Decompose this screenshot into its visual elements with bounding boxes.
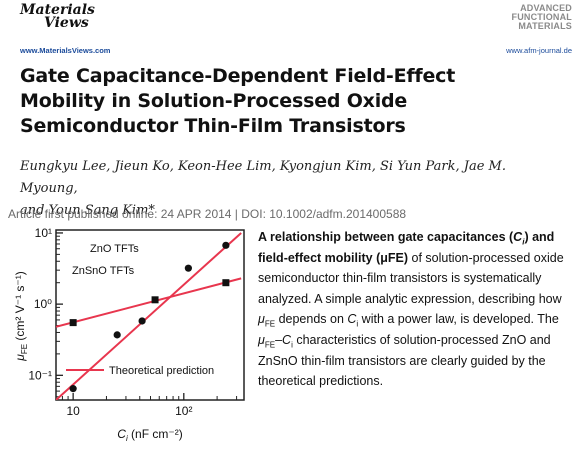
x-tick-label: 10² xyxy=(175,404,192,418)
afm-logo-line2: FUNCTIONAL xyxy=(511,12,572,22)
logo-text-line2: Views xyxy=(44,15,89,31)
series-label-zno: ZnO TFTs xyxy=(90,243,139,255)
logo-text-line1: Materials xyxy=(20,2,95,18)
afm-journal-url[interactable]: www.afm-journal.de xyxy=(506,46,572,55)
toc-figure: 10 10² 10⁻¹ 10⁰ 10¹ ZnO TFTs ZnSnO TFTs Theo… xyxy=(8,224,250,446)
materials-views-url[interactable]: www.MaterialsViews.com xyxy=(20,46,111,55)
y-axis-label: μFE (cm² V⁻¹ s⁻¹) xyxy=(13,271,29,361)
series-label-znsno: ZnSnO TFTs xyxy=(72,265,135,277)
x-tick-label: 10 xyxy=(66,404,80,418)
znsno-data-point xyxy=(69,319,77,327)
znsno-data-point xyxy=(222,279,230,287)
afm-journal-logo[interactable]: ADVANCED FUNCTIONAL MATERIALS www.afm-jo… xyxy=(472,3,572,56)
y-tick-label: 10⁰ xyxy=(34,297,52,311)
afm-logo-line3: MATERIALS xyxy=(518,21,572,31)
authors-line-2: and Youn Sang Kim* xyxy=(20,203,155,218)
theory-line xyxy=(56,232,242,400)
y-tick-label: 10⁻¹ xyxy=(28,368,52,382)
zno-data-point xyxy=(222,241,230,249)
zno-data-point xyxy=(69,385,77,393)
theory-lines xyxy=(56,232,242,400)
znsno-data-point xyxy=(151,296,159,304)
zno-data-point xyxy=(184,264,192,272)
legend-label: Theoretical prediction xyxy=(109,365,214,377)
y-tick-label: 10¹ xyxy=(35,226,52,240)
publication-info: Article first published online: 24 APR 2… xyxy=(8,207,407,221)
theory-line xyxy=(56,277,242,328)
mobility-capacitance-chart: 10 10² 10⁻¹ 10⁰ 10¹ ZnO TFTs ZnSnO TFTs Theo… xyxy=(13,226,245,443)
abstract-text: A relationship between gate capacitances… xyxy=(258,230,564,389)
author-list: Eungkyu Lee, Jieun Ko, Keon-Hee Lim, Kyo… xyxy=(20,156,560,222)
afm-logo-line1: ADVANCED xyxy=(520,3,572,13)
axis-ticks: 10 10² 10⁻¹ 10⁰ 10¹ xyxy=(28,226,238,418)
x-axis-label: Ci (nF cm⁻²) xyxy=(117,427,182,443)
authors-line-1: Eungkyu Lee, Jieun Ko, Keon-Hee Lim, Kyo… xyxy=(20,159,506,196)
data-points xyxy=(69,241,230,393)
zno-data-point xyxy=(113,331,121,339)
zno-data-point xyxy=(138,317,146,325)
materials-views-logo[interactable]: Materials Views www.MaterialsViews.com xyxy=(20,2,130,55)
article-title: Gate Capacitance-Dependent Field-Effect … xyxy=(20,65,456,137)
